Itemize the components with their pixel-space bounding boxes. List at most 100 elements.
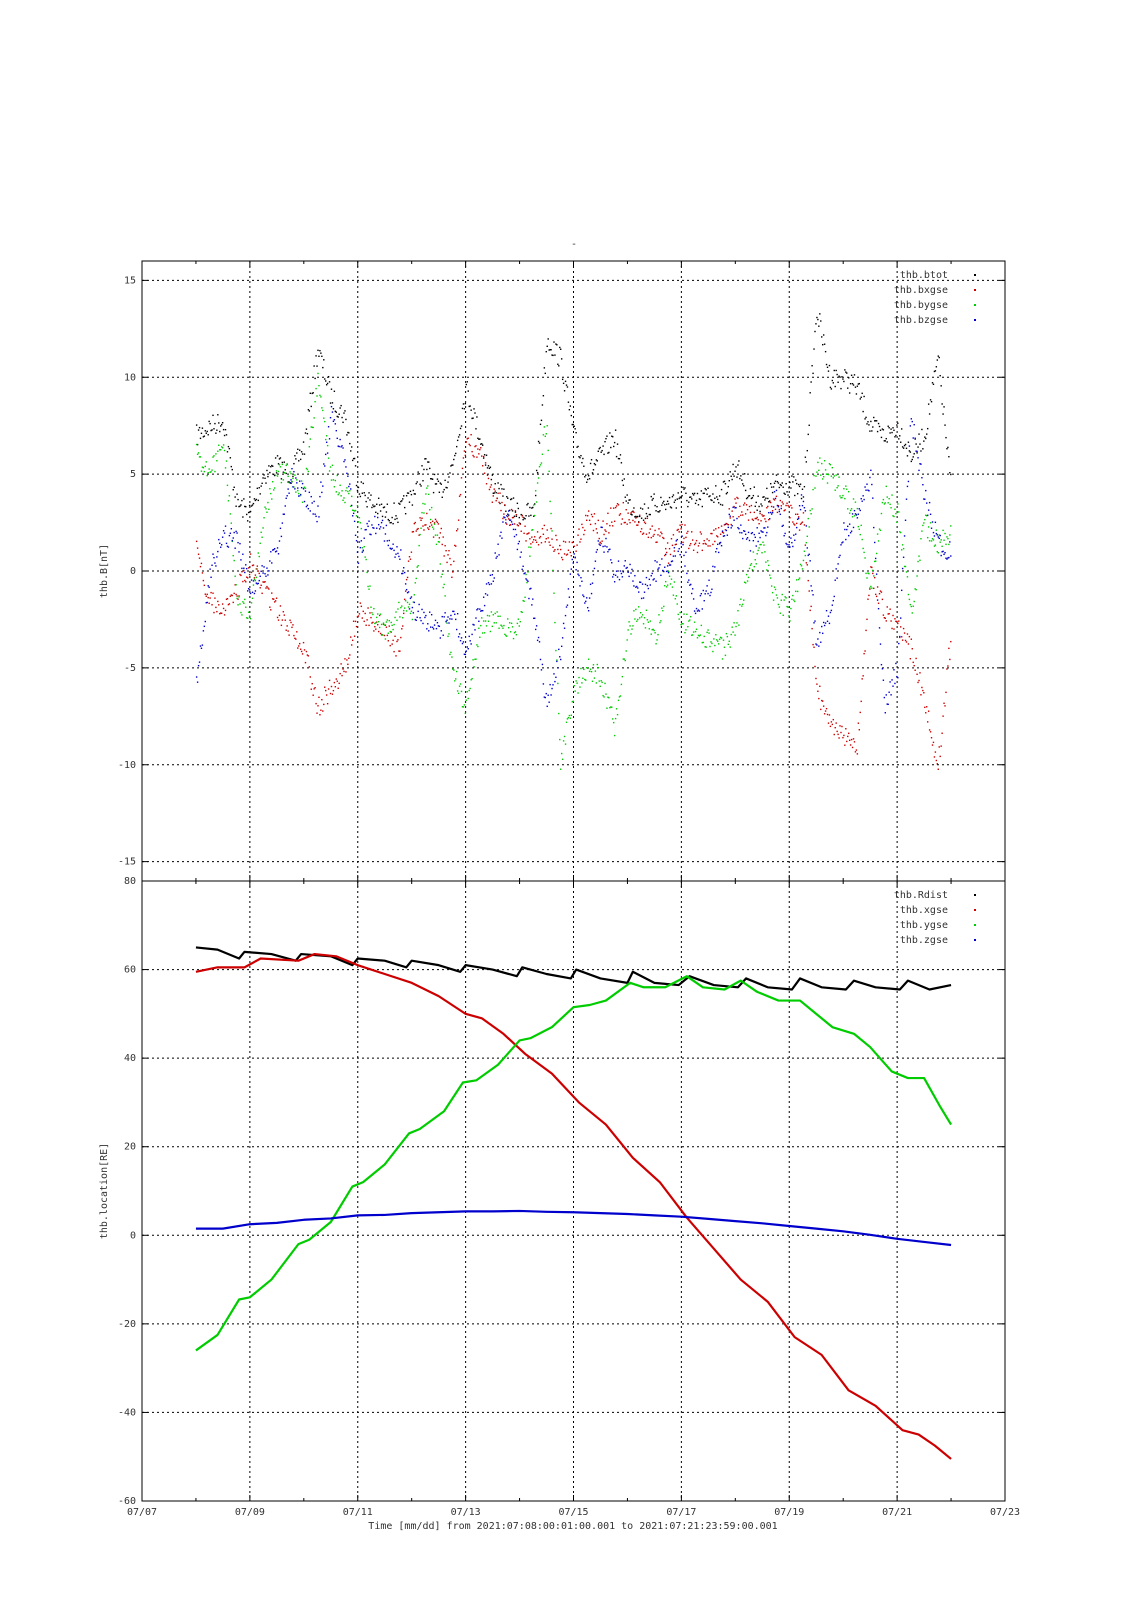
data-point	[928, 501, 931, 504]
data-point	[846, 528, 848, 531]
data-point	[907, 480, 910, 483]
data-point	[947, 557, 949, 559]
top-grid	[141, 261, 1006, 881]
data-point	[379, 526, 382, 528]
data-point	[359, 522, 362, 524]
data-point	[344, 658, 346, 660]
data-point	[337, 445, 339, 447]
data-point	[462, 403, 465, 405]
data-point	[868, 424, 870, 426]
data-point	[645, 609, 648, 611]
data-point	[711, 499, 713, 502]
data-point	[943, 553, 945, 556]
data-point	[767, 526, 769, 528]
data-point	[578, 455, 580, 458]
data-point	[914, 588, 916, 590]
data-point	[797, 483, 800, 486]
data-point	[923, 498, 925, 500]
data-point	[555, 649, 557, 652]
data-point	[790, 537, 792, 539]
data-point	[855, 393, 858, 395]
data-point	[637, 587, 639, 589]
data-point	[743, 473, 746, 475]
data-point	[924, 518, 926, 521]
data-point	[920, 463, 922, 465]
data-point	[786, 605, 788, 608]
data-point	[335, 678, 337, 680]
data-point	[807, 517, 809, 520]
data-point	[285, 472, 287, 475]
data-point	[786, 502, 788, 504]
data-point	[852, 498, 855, 500]
data-point	[468, 443, 470, 446]
data-point	[792, 481, 794, 483]
data-point	[609, 524, 611, 527]
data-point	[407, 492, 410, 494]
data-point	[471, 450, 473, 453]
data-point	[199, 565, 202, 568]
data-point	[842, 378, 844, 380]
data-point	[601, 681, 603, 684]
data-point	[414, 493, 416, 495]
data-point	[818, 697, 820, 700]
data-point	[360, 605, 363, 608]
data-point	[896, 424, 898, 426]
data-point	[561, 637, 564, 639]
data-point	[846, 488, 848, 490]
data-point	[822, 476, 825, 478]
data-point	[539, 464, 542, 466]
data-point	[463, 704, 466, 706]
data-point	[675, 507, 677, 509]
data-point	[347, 490, 349, 493]
data-point	[756, 553, 758, 555]
data-point	[819, 457, 821, 459]
data-point	[806, 449, 808, 452]
data-point	[573, 425, 575, 427]
data-point	[801, 521, 804, 523]
data-point	[330, 388, 333, 390]
data-point	[628, 621, 630, 623]
data-point	[749, 511, 752, 514]
data-point	[762, 496, 764, 498]
data-point	[504, 633, 506, 636]
data-point	[478, 627, 480, 629]
data-point	[205, 432, 207, 434]
data-point	[934, 521, 937, 524]
data-point	[337, 493, 339, 496]
data-point	[712, 493, 714, 495]
data-point	[363, 492, 365, 494]
data-point	[786, 491, 788, 493]
data-point	[252, 580, 255, 582]
data-point	[520, 530, 522, 532]
data-point	[748, 494, 751, 497]
data-point	[368, 520, 370, 522]
data-point	[298, 645, 300, 647]
data-point	[565, 721, 568, 723]
data-point	[824, 710, 827, 712]
data-point	[503, 624, 505, 627]
data-point	[223, 614, 226, 616]
data-point	[755, 545, 757, 547]
data-point	[817, 461, 819, 464]
data-point	[659, 510, 661, 512]
data-point	[263, 566, 265, 568]
data-point	[924, 436, 926, 438]
data-point	[420, 619, 422, 622]
data-point	[929, 513, 932, 515]
data-point	[382, 622, 385, 624]
data-point	[322, 409, 324, 412]
data-point	[604, 440, 606, 443]
data-point	[273, 487, 276, 489]
data-point	[881, 598, 884, 601]
data-point	[605, 537, 607, 540]
data-point	[611, 706, 613, 708]
data-point	[474, 412, 476, 414]
data-point	[780, 599, 782, 601]
data-point	[273, 474, 276, 477]
data-point	[238, 505, 240, 508]
data-point	[281, 522, 284, 524]
data-point	[587, 475, 590, 477]
data-point	[702, 543, 704, 545]
series-thb-btot	[195, 313, 952, 525]
data-point	[398, 601, 400, 604]
